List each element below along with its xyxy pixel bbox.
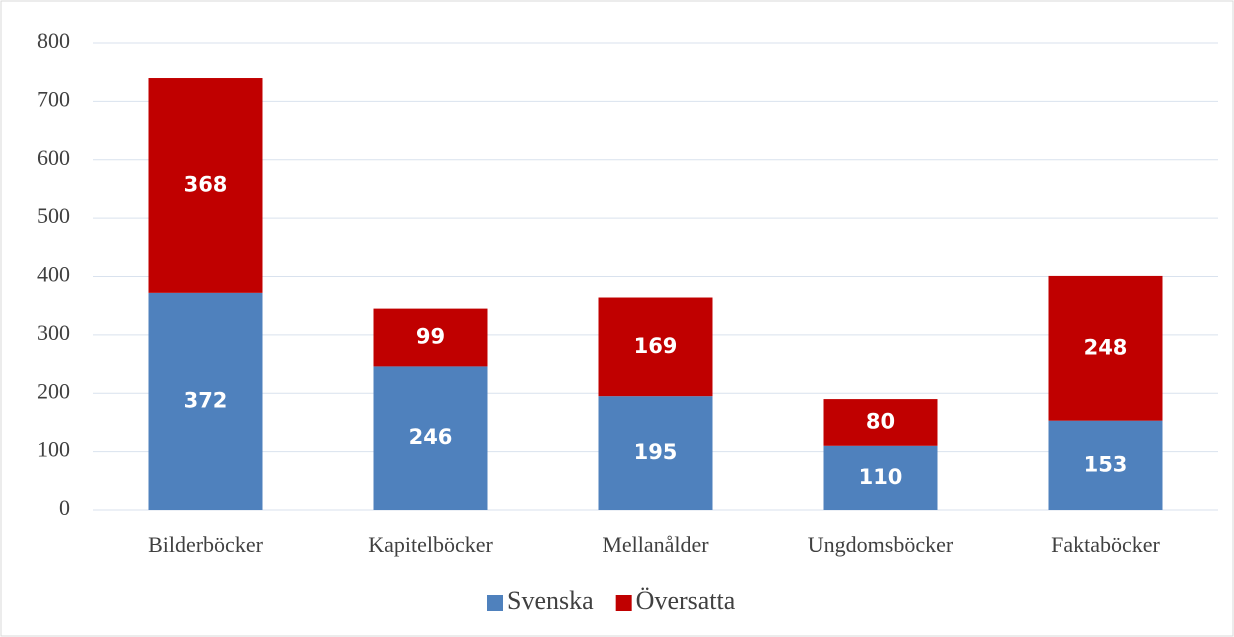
y-tick-label: 700 [37, 86, 70, 111]
x-tick-label: Bilderböcker [148, 532, 264, 557]
bar-segment [823, 445, 938, 510]
x-tick-label: Faktaböcker [1051, 532, 1160, 557]
bar-segment [373, 308, 488, 367]
y-tick-label: 800 [37, 28, 70, 53]
y-tick-label: 400 [37, 262, 70, 287]
bar-segment [1048, 275, 1163, 421]
x-tick-label: Mellanålder [602, 532, 709, 557]
x-tick-label: Ungdomsböcker [808, 532, 954, 557]
y-tick-label: 600 [37, 145, 70, 170]
y-tick-label: 100 [37, 437, 70, 462]
y-tick-label: 500 [37, 203, 70, 228]
y-tick-label: 0 [59, 495, 70, 520]
data-label: 169 [634, 334, 678, 358]
bar-segment [148, 78, 263, 293]
data-label: 153 [1084, 452, 1128, 476]
bar-segment [823, 399, 938, 446]
data-label: 368 [184, 172, 228, 196]
data-label: 372 [184, 388, 228, 412]
data-label: 99 [416, 325, 445, 349]
legend-swatch [615, 595, 632, 611]
bar-segment [598, 396, 713, 510]
data-label: 110 [859, 465, 903, 489]
x-tick-label: Kapitelböcker [368, 532, 493, 557]
legend-label: Översatta [636, 586, 736, 615]
bar-segment [148, 292, 263, 510]
bar-segment [373, 366, 488, 510]
legend-label: Svenska [507, 586, 594, 615]
data-label: 246 [409, 425, 453, 449]
y-tick-label: 300 [37, 320, 70, 345]
bar-segment [598, 297, 713, 397]
legend-swatch [487, 595, 503, 611]
y-tick-label: 200 [37, 378, 70, 403]
data-label: 80 [866, 409, 895, 433]
data-label: 248 [1084, 335, 1128, 359]
data-label: 195 [634, 440, 678, 464]
bar-segment [1048, 420, 1163, 510]
